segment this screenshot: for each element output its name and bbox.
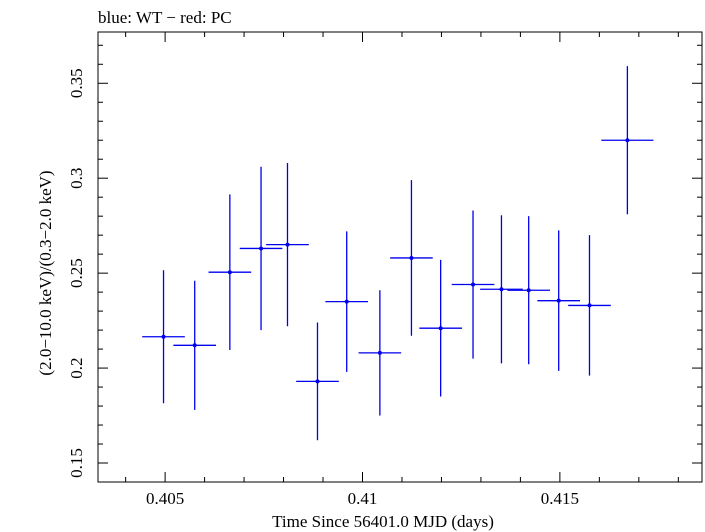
- data-marker: [526, 288, 531, 293]
- data-marker: [259, 246, 264, 251]
- data-point: [451, 210, 495, 359]
- data-point: [419, 259, 462, 397]
- data-point: [296, 322, 339, 441]
- x-tick-label: 0.405: [146, 489, 184, 508]
- data-marker: [556, 298, 561, 303]
- chart-title: blue: WT − red: PC: [98, 8, 232, 27]
- data-marker: [192, 343, 197, 348]
- data-marker: [587, 303, 592, 308]
- data-marker: [227, 270, 232, 275]
- data-point: [568, 235, 611, 376]
- x-axis: 0.405 0.41 0.415: [125, 32, 679, 508]
- data-point: [142, 270, 185, 404]
- data-point: [601, 66, 654, 215]
- y-axis: 0.15 0.2 0.25 0.3 0.35: [67, 44, 702, 478]
- data-series: [142, 66, 654, 441]
- data-marker: [377, 350, 382, 355]
- data-point: [390, 180, 433, 336]
- plot-border: [97, 31, 703, 483]
- x-tick-label: 0.41: [348, 489, 378, 508]
- data-point: [208, 194, 252, 351]
- y-axis-label: (2.0−10.0 keV)/(0.3−2.0 keV): [36, 170, 55, 375]
- data-point: [239, 166, 283, 331]
- y-tick-label: 0.2: [67, 357, 86, 378]
- data-marker: [315, 379, 320, 384]
- y-tick-label: 0.15: [67, 448, 86, 478]
- data-point: [325, 231, 369, 372]
- y-tick-label: 0.35: [67, 68, 86, 98]
- y-tick-label: 0.25: [67, 258, 86, 288]
- data-point: [173, 280, 217, 410]
- plot-frame: [97, 31, 703, 483]
- data-marker: [409, 255, 414, 260]
- data-marker: [344, 299, 349, 304]
- y-tick-label: 0.3: [67, 168, 86, 189]
- data-point: [507, 216, 551, 365]
- data-marker: [471, 282, 476, 287]
- data-marker: [625, 138, 630, 143]
- data-marker: [285, 242, 290, 247]
- x-axis-label: Time Since 56401.0 MJD (days): [272, 512, 494, 531]
- data-marker: [161, 334, 166, 339]
- x-tick-label: 0.415: [541, 489, 579, 508]
- data-marker: [438, 326, 443, 331]
- data-point: [358, 290, 402, 416]
- data-point: [266, 163, 309, 327]
- data-point: [537, 230, 581, 371]
- data-marker: [499, 287, 504, 292]
- data-point: [480, 215, 523, 364]
